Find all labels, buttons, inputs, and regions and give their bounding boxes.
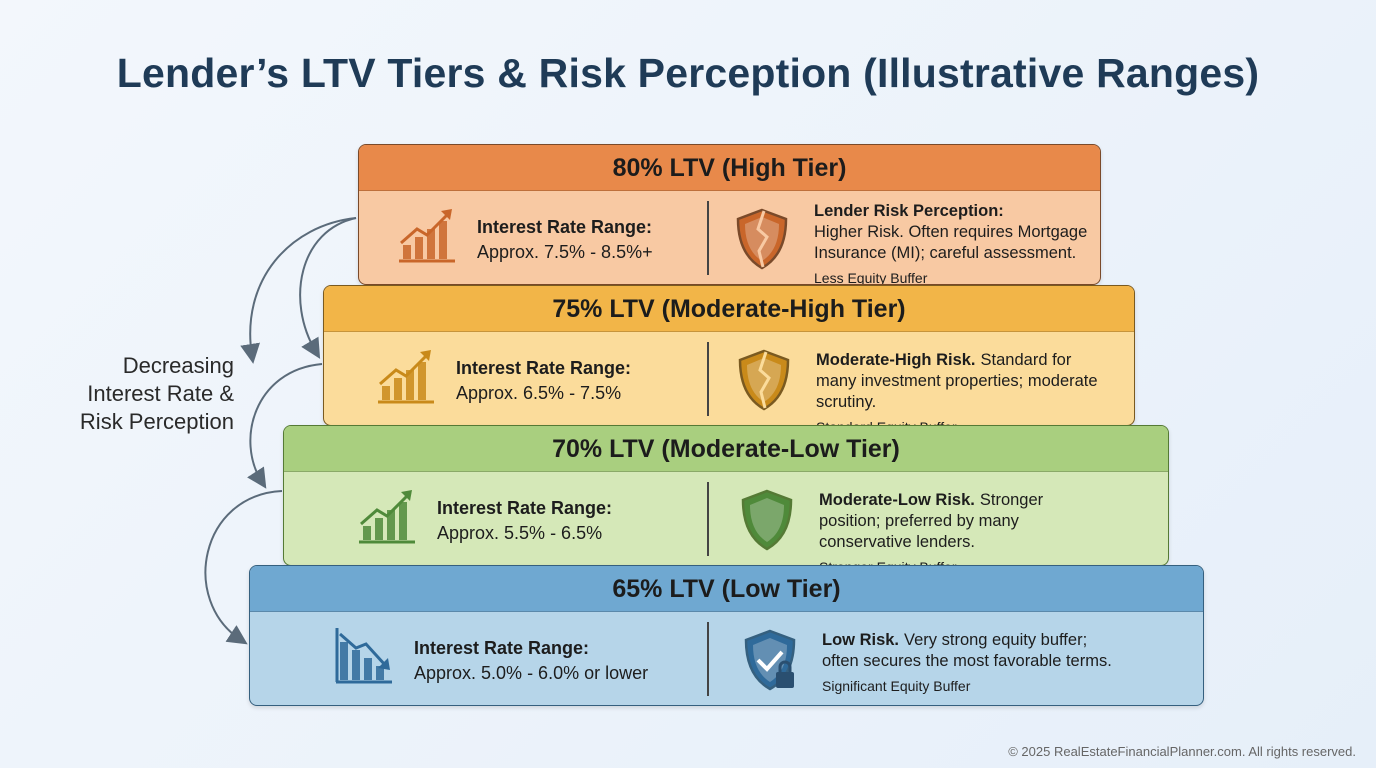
tier: 70% LTV (Moderate-Low Tier) Interest Rate… (283, 425, 1169, 566)
rate-value: Approx. 5.0% - 6.0% or lower (414, 663, 649, 683)
risk-text: Standard for many investment properties;… (816, 351, 1098, 411)
icon-bar (387, 510, 395, 540)
risk-block: Moderate-Low Risk. Stronger position; pre… (819, 490, 1109, 565)
chart-icon (399, 209, 455, 263)
title: Lender’s LTV Tiers & Risk Perception (Il… (116, 50, 1260, 96)
rate-value: Approx. 6.5% - 7.5% (456, 383, 622, 403)
risk-block: Low Risk. Very strong equity buffer; ofte… (822, 630, 1112, 697)
footer: © 2025 RealEstateFinancialPlanner.com. A… (1008, 744, 1356, 759)
icon-arrowhead (441, 209, 452, 220)
risk-lead: Low Risk. (822, 631, 900, 649)
icon-bar (375, 518, 383, 540)
rate-value: Approx. 5.5% - 6.5% (437, 523, 603, 543)
equity-buffer: Stronger Equity Buffer (819, 557, 1109, 565)
shield-inner (747, 358, 781, 402)
shield-inner (745, 217, 779, 261)
icon-arrowhead (378, 658, 390, 670)
shield (741, 489, 793, 551)
shield-inner (750, 498, 784, 542)
icon-bar (415, 237, 423, 259)
icon-bar (406, 370, 414, 400)
icon-arrowhead (420, 350, 431, 361)
divider (707, 201, 709, 275)
tier-header: 65% LTV (Low Tier) (250, 566, 1203, 612)
icon-arrowhead (401, 490, 412, 501)
icon-bar (382, 386, 390, 400)
icon-bar (376, 666, 384, 680)
risk-lead: Lender Risk Perception: (814, 202, 1004, 220)
side-label-line: Decreasing (122, 353, 234, 378)
divider (707, 622, 709, 696)
rate-block: Interest Rate Range: Approx. 5.5% - 6.5% (437, 496, 612, 546)
risk-lead: Moderate-Low Risk. (819, 491, 975, 509)
risk-text: Stronger position; preferred by many con… (819, 491, 1044, 551)
shield-icon (741, 489, 793, 551)
rate-block: Interest Rate Range: Approx. 5.0% - 6.0% … (414, 636, 648, 686)
icon-bar (340, 642, 348, 680)
icon-bar (364, 658, 372, 680)
equity-buffer: Standard Equity Buffer (816, 417, 1106, 425)
shield-check (756, 650, 784, 672)
icon-bar (439, 221, 447, 259)
rate-block: Interest Rate Range: Approx. 7.5% - 8.5%+ (477, 215, 653, 265)
equity-buffer: Significant Equity Buffer (822, 678, 971, 694)
tier: 80% LTV (High Tier) Interest Rate Range: A… (358, 144, 1101, 285)
shield-icon (744, 629, 796, 691)
icon-bar (418, 362, 426, 400)
shield-icon (736, 208, 788, 270)
divider (707, 482, 709, 556)
rate-label: Interest Rate Range: (456, 358, 632, 378)
icon-trend (400, 211, 451, 245)
tier-header: 70% LTV (Moderate-Low Tier) (284, 426, 1168, 472)
icon-bar (394, 378, 402, 400)
icon-trend (360, 492, 411, 526)
tier-header: 80% LTV (High Tier) (359, 145, 1100, 191)
tier: 75% LTV (Moderate-High Tier) Interest Rat… (323, 285, 1135, 426)
risk-text: Higher Risk. Often requires Mortgage Ins… (814, 223, 1088, 262)
shield-crack (758, 351, 771, 409)
rate-block: Interest Rate Range: Approx. 6.5% - 7.5% (456, 356, 631, 406)
chart-icon (335, 628, 392, 684)
chart-icon (359, 490, 415, 544)
icon-bar (403, 245, 411, 259)
tier: 65% LTV (Low Tier) Interest Rate Range: Ap… (249, 565, 1204, 706)
rate-label: Interest Rate Range: (437, 498, 613, 518)
side-label-line: Interest Rate & (87, 381, 234, 406)
shield (736, 208, 788, 270)
icon-trend (379, 352, 430, 386)
rate-value: Approx. 7.5% - 8.5%+ (477, 242, 653, 262)
tier-header: 75% LTV (Moderate-High Tier) (324, 286, 1134, 332)
icon-trend (339, 632, 388, 668)
lock-body (776, 672, 794, 688)
equity-buffer: Less Equity Buffer (814, 270, 928, 285)
rate-label: Interest Rate Range: (477, 217, 653, 237)
divider (707, 342, 709, 416)
risk-block: Moderate-High Risk. Standard for many inv… (816, 350, 1106, 425)
lock-shackle (778, 660, 792, 672)
icon-bar (427, 229, 435, 259)
side-label: Decreasing Interest Rate & Risk Perception (40, 352, 234, 436)
icon-bar (399, 502, 407, 540)
shield-crack (756, 210, 769, 268)
icon-bar (363, 526, 371, 540)
chart-icon (378, 350, 434, 404)
risk-block: Lender Risk Perception: Higher Risk. Ofte… (814, 201, 1100, 285)
shield-icon (738, 349, 790, 411)
rate-label: Interest Rate Range: (414, 638, 590, 658)
side-label-line: Risk Perception (79, 409, 234, 434)
icon-bar (352, 650, 360, 680)
shield (738, 349, 790, 411)
risk-lead: Moderate-High Risk. (816, 351, 976, 369)
risk-text: Very strong equity buffer; often secures… (822, 631, 1112, 670)
